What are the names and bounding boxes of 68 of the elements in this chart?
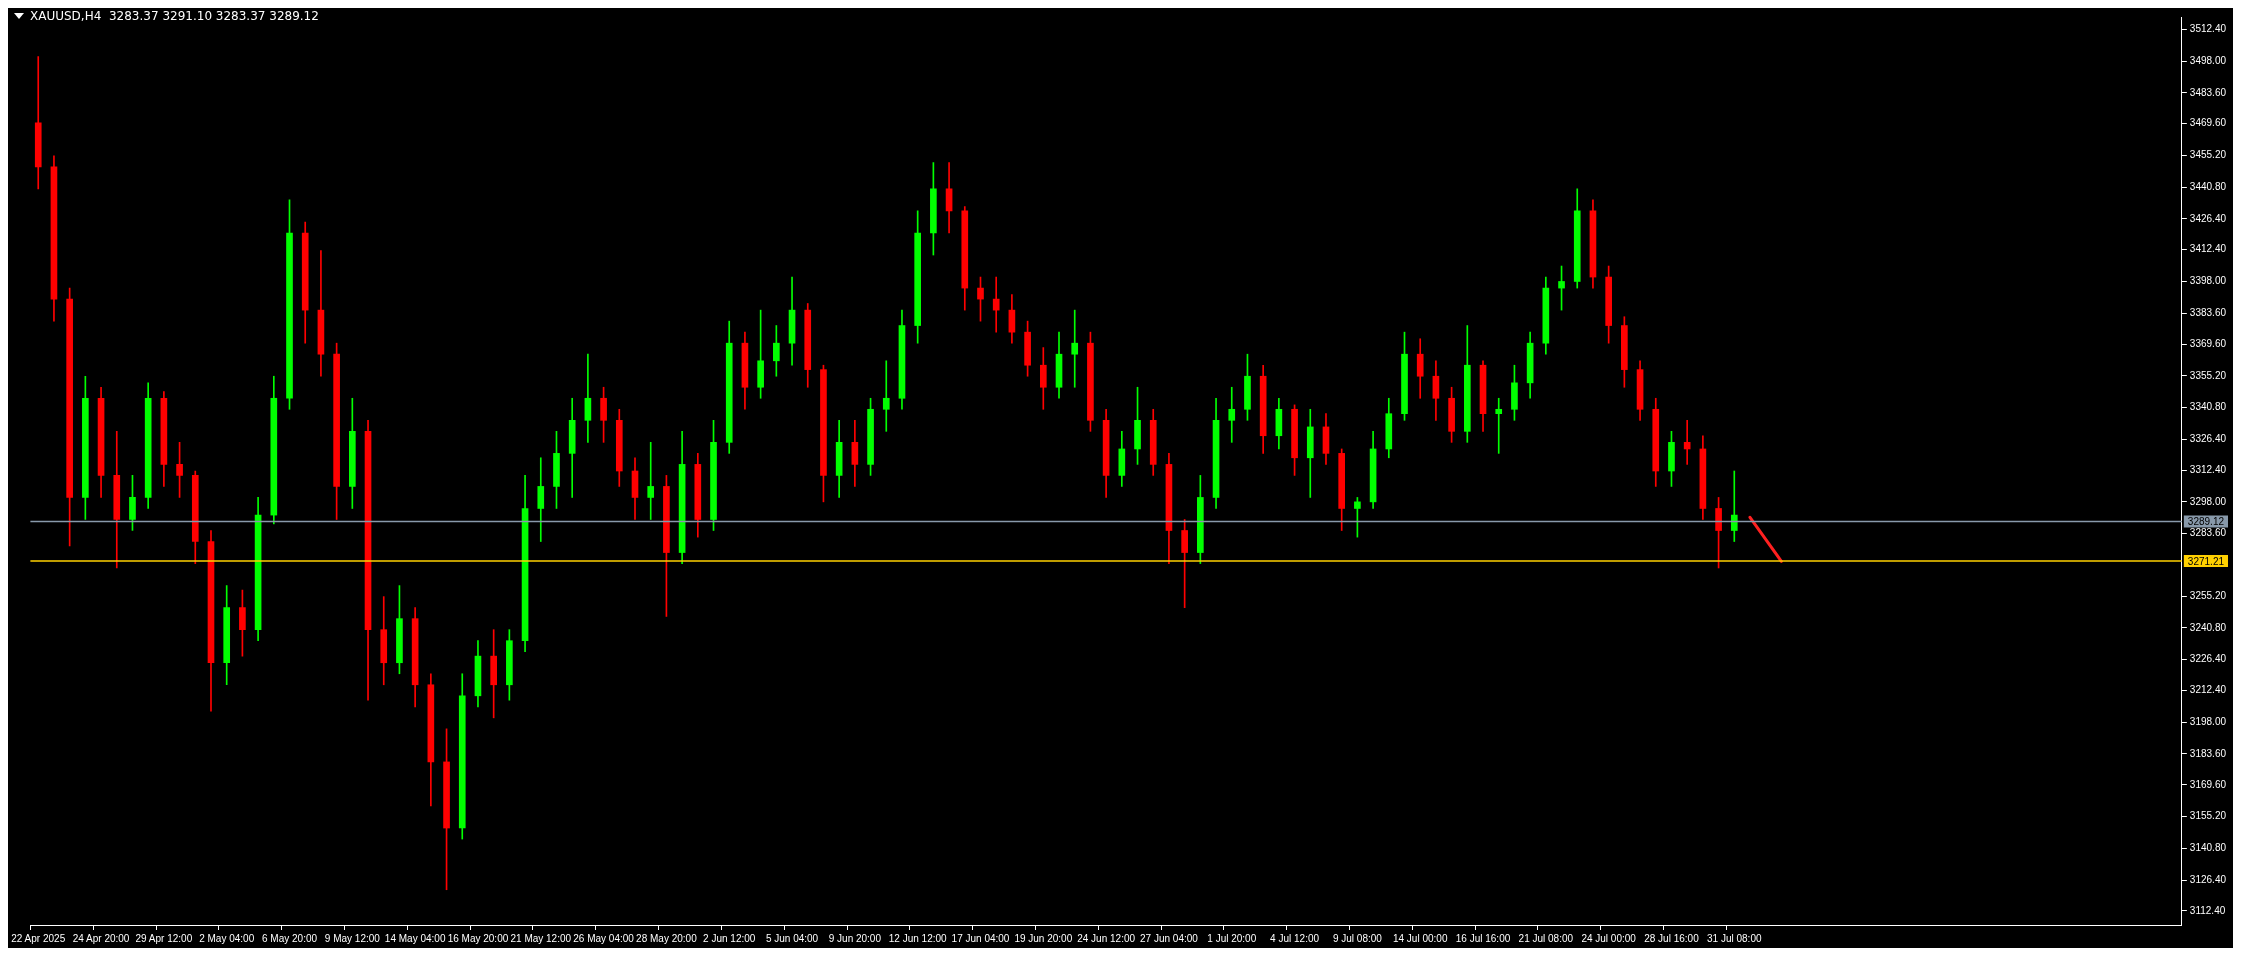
y-tick-label: 3240.80 xyxy=(2189,621,2227,633)
y-tick-label: 3155.20 xyxy=(2189,810,2227,822)
x-tick-label: 2 May 04:00 xyxy=(199,932,255,944)
x-tick-label: 12 Jun 12:00 xyxy=(888,932,948,944)
x-tick-label: 24 Jun 12:00 xyxy=(1077,932,1136,944)
x-tick-label: 9 Jun 20:00 xyxy=(828,932,882,944)
x-tick-label: 16 May 20:00 xyxy=(447,932,509,944)
x-tick-label: 21 Jul 08:00 xyxy=(1518,932,1574,944)
candlestick xyxy=(1071,309,1079,388)
x-tick-label: 28 May 20:00 xyxy=(636,932,698,944)
y-tick-label: 3355.20 xyxy=(2189,369,2227,381)
candlestick xyxy=(1495,397,1503,454)
x-tick-label: 9 May 12:00 xyxy=(324,932,381,944)
x-tick-label: 1 Jul 20:00 xyxy=(1207,932,1257,944)
y-tick-label: 3126.40 xyxy=(2189,873,2227,885)
y-tick-label: 3483.60 xyxy=(2189,86,2227,98)
x-tick-label: 9 Jul 08:00 xyxy=(1332,932,1383,944)
ref-line-label: 3289.12 xyxy=(2187,516,2225,528)
x-tick-label: 16 Jul 16:00 xyxy=(1455,932,1511,944)
x-tick-label: 5 Jun 04:00 xyxy=(765,932,819,944)
x-tick-label: 28 Jul 16:00 xyxy=(1644,932,1700,944)
candlestick xyxy=(992,276,1000,333)
y-tick-label: 3140.80 xyxy=(2189,842,2227,854)
y-tick-label: 3455.20 xyxy=(2189,149,2227,161)
x-tick-label: 14 May 04:00 xyxy=(384,932,446,944)
y-tick-label: 3383.60 xyxy=(2189,306,2227,318)
y-tick-label: 3312.40 xyxy=(2189,463,2227,475)
y-tick-label: 3283.60 xyxy=(2189,527,2227,539)
y-tick-label: 3440.80 xyxy=(2189,180,2227,192)
y-tick-label: 3169.60 xyxy=(2189,778,2227,790)
y-tick-label: 3340.80 xyxy=(2189,401,2227,413)
candlestick xyxy=(1730,470,1738,542)
y-tick-label: 3226.40 xyxy=(2189,653,2227,665)
x-tick-label: 4 Jul 12:00 xyxy=(1270,932,1320,944)
candlestick xyxy=(1683,419,1691,465)
x-tick-label: 24 Jul 00:00 xyxy=(1581,932,1637,944)
y-tick-label: 3412.40 xyxy=(2189,243,2227,255)
y-tick-label: 3498.00 xyxy=(2189,54,2227,66)
y-tick-label: 3298.00 xyxy=(2189,495,2227,507)
x-tick-label: 17 Jun 04:00 xyxy=(951,932,1010,944)
candlestick xyxy=(647,442,655,520)
y-tick-label: 3255.20 xyxy=(2189,589,2227,601)
x-tick-label: 31 Jul 08:00 xyxy=(1707,932,1762,944)
y-tick-label: 3183.60 xyxy=(2189,747,2227,759)
x-tick-label: 29 Apr 12:00 xyxy=(135,932,193,944)
x-tick-label: 26 May 04:00 xyxy=(573,932,635,944)
x-tick-label: 14 Jul 00:00 xyxy=(1392,932,1448,944)
x-tick-label: 19 Jun 20:00 xyxy=(1014,932,1073,944)
y-tick-label: 3426.40 xyxy=(2189,212,2227,224)
candlestick xyxy=(584,353,592,443)
x-tick-label: 24 Apr 20:00 xyxy=(72,932,130,944)
chart-title: XAUUSD,H4 3283.37 3291.10 3283.37 3289.12 xyxy=(30,9,319,23)
candlestick xyxy=(1228,386,1236,443)
x-tick-label: 22 Apr 2025 xyxy=(11,932,66,944)
candlestick xyxy=(882,360,890,432)
x-tick-label: 21 May 12:00 xyxy=(510,932,572,944)
x-tick-label: 2 Jun 12:00 xyxy=(703,932,756,944)
y-tick-label: 3198.00 xyxy=(2189,715,2227,727)
x-tick-label: 6 May 20:00 xyxy=(261,932,318,944)
y-tick-label: 3469.60 xyxy=(2189,117,2227,129)
y-tick-label: 3369.60 xyxy=(2189,337,2227,349)
y-tick-label: 3326.40 xyxy=(2189,433,2227,445)
y-tick-label: 3112.40 xyxy=(2189,904,2226,916)
y-tick-label: 3512.40 xyxy=(2189,23,2227,35)
ref-line-label: 3271.21 xyxy=(2187,555,2225,567)
x-tick-label: 27 Jun 04:00 xyxy=(1140,932,1199,944)
y-tick-label: 3212.40 xyxy=(2189,684,2227,696)
y-tick-label: 3398.00 xyxy=(2189,275,2227,287)
